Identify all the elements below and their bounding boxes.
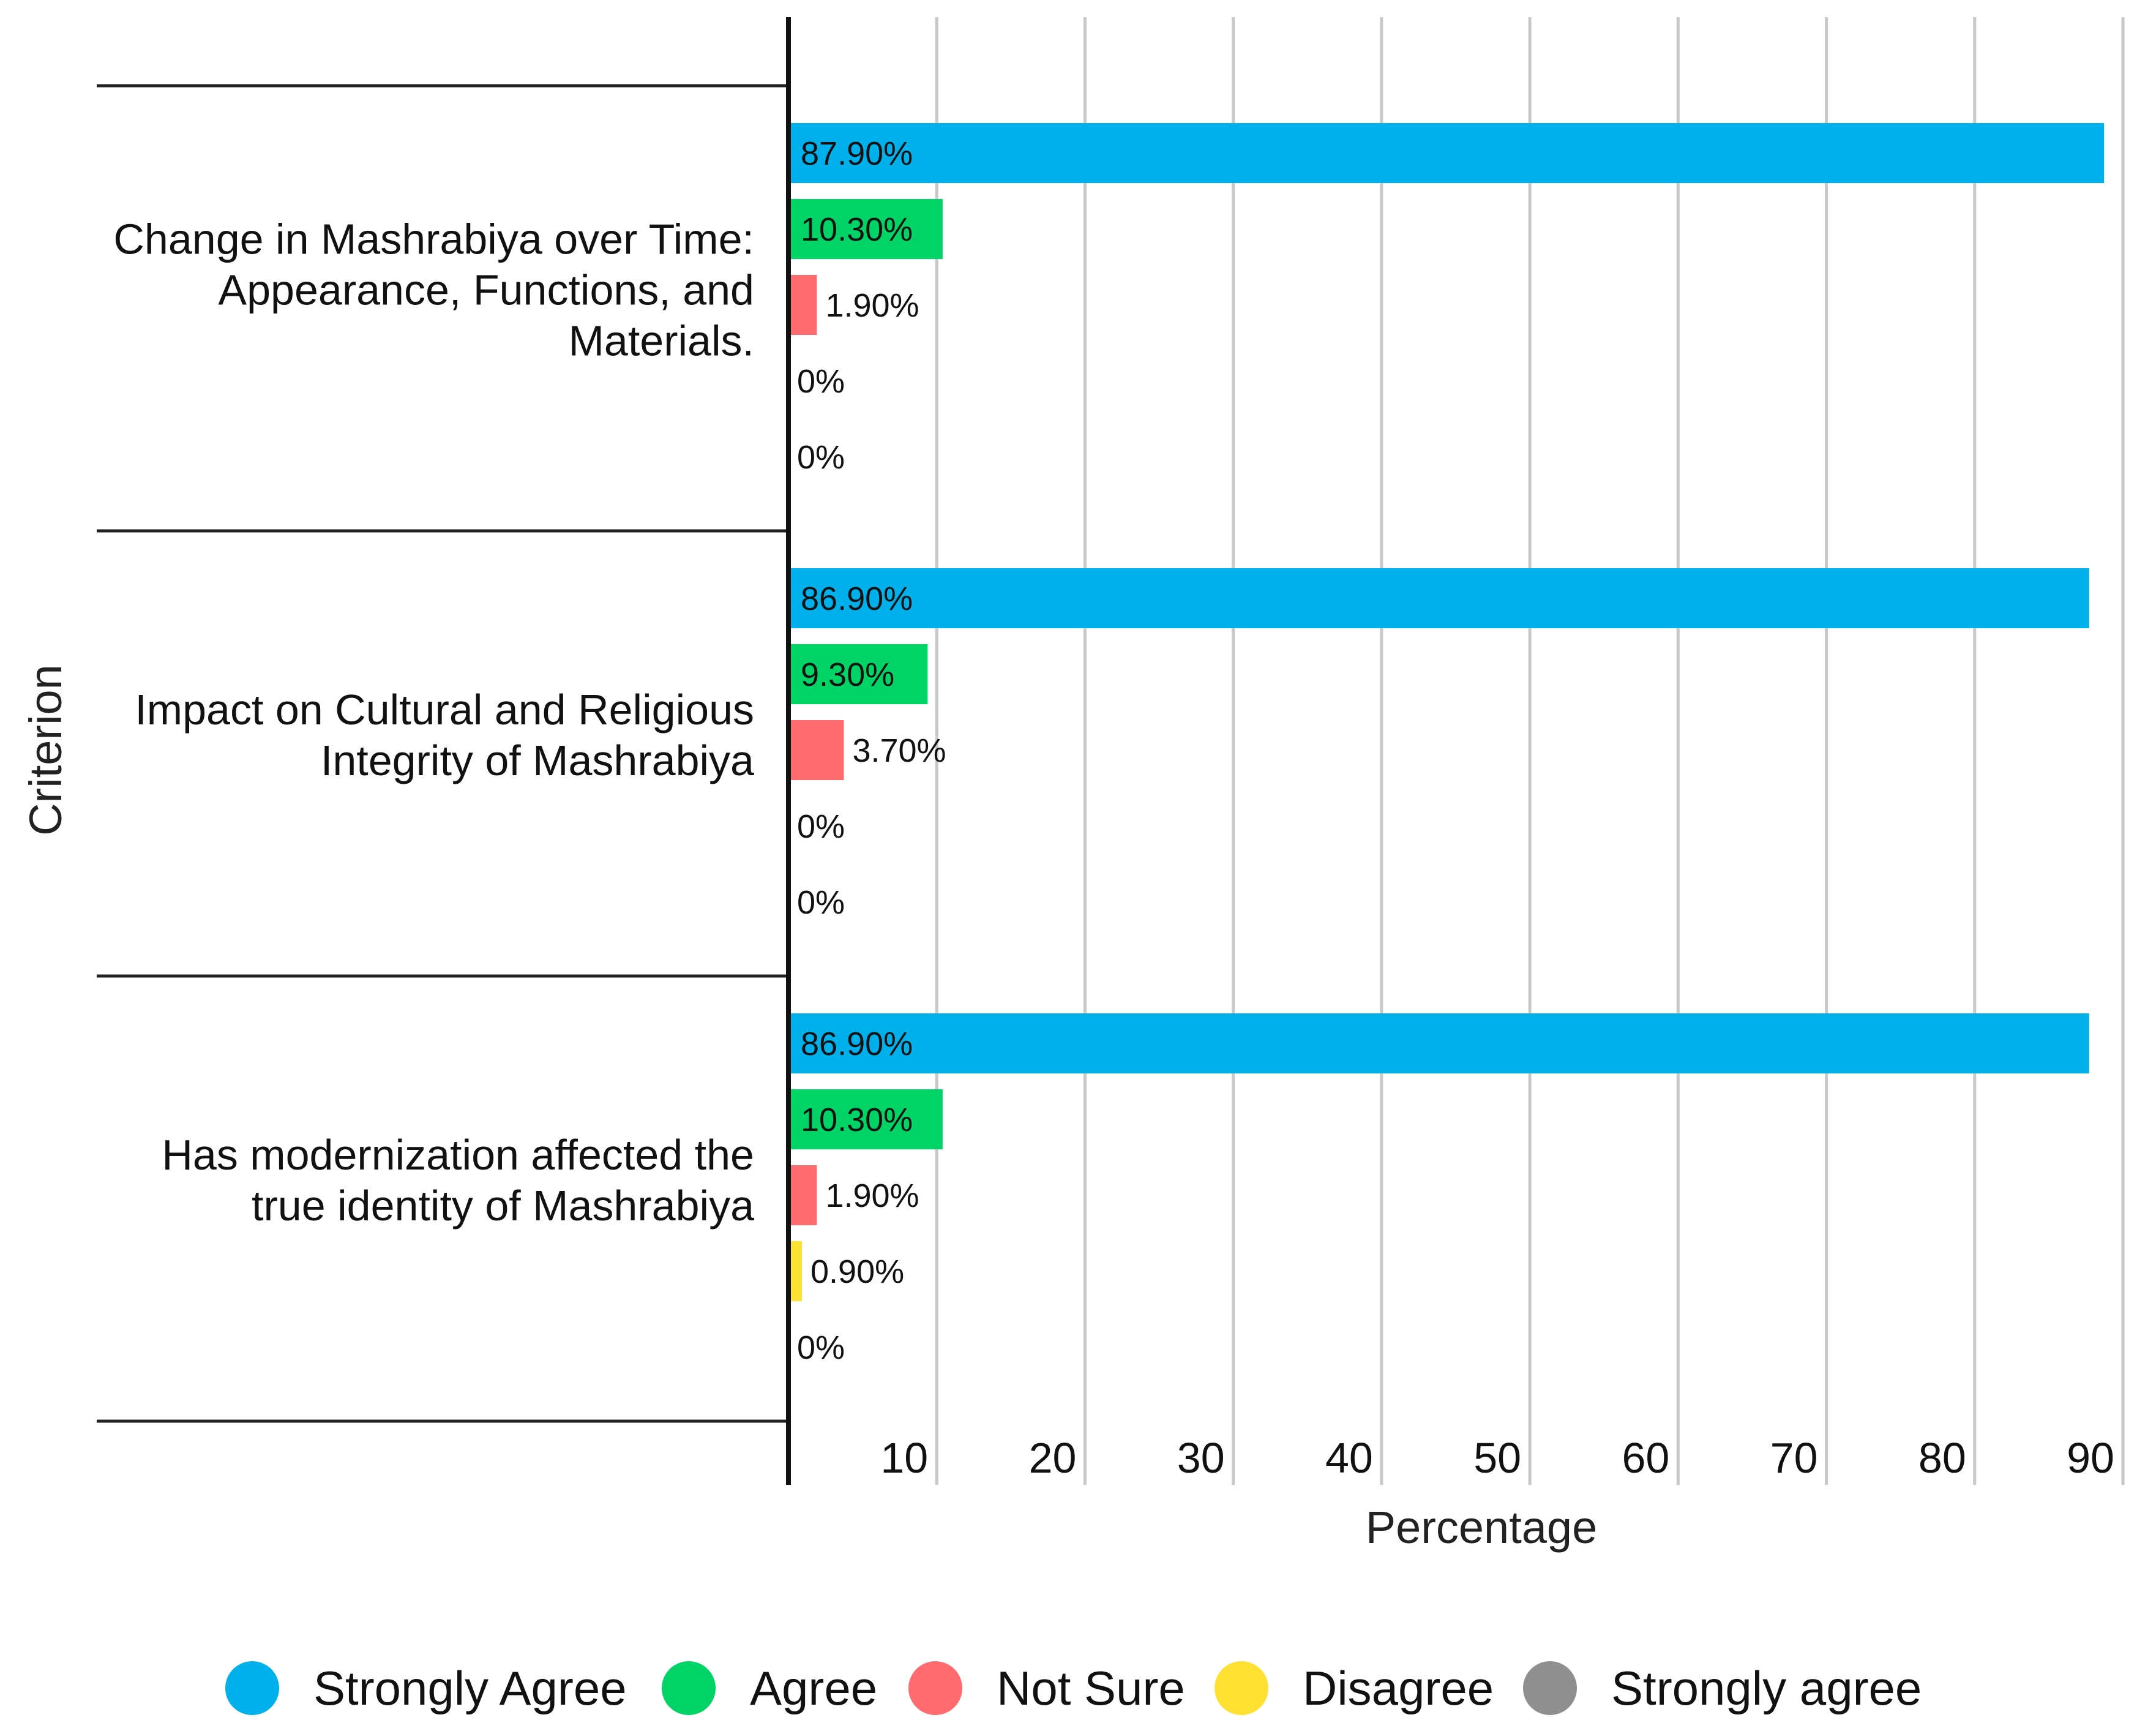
bar-strongly-agree-cat1 xyxy=(788,123,2105,183)
data-label-strongly-agree-cat3: 86.90% xyxy=(801,1026,913,1062)
data-label-not-sure-cat2: 3.70% xyxy=(852,732,946,769)
x-tick-label-80: 80 xyxy=(1918,1434,1966,1482)
category-label-3: Has modernization affected the true ident… xyxy=(162,1131,754,1230)
bar-not-sure-cat2 xyxy=(788,720,844,780)
x-tick-label-60: 60 xyxy=(1622,1434,1669,1482)
category-labels: Change in Mashrabiya over Time: Appearanc… xyxy=(113,216,754,1230)
x-tick-label-10: 10 xyxy=(880,1434,928,1482)
bar-strongly-agree-cat3 xyxy=(788,1013,2089,1073)
data-label-strongly-agree-cat1: 0% xyxy=(797,439,845,476)
data-label-strongly-agree-cat1: 87.90% xyxy=(801,135,913,172)
legend-label-strongly-agree: Strongly Agree xyxy=(313,1661,627,1715)
data-label-disagree-cat1: 0% xyxy=(797,363,845,400)
category-label-2: Impact on Cultural and Religious Integrit… xyxy=(135,686,754,784)
grid-lines xyxy=(935,17,2125,1485)
legend-label-agree: Agree xyxy=(750,1661,877,1715)
bar-strongly-agree-cat2 xyxy=(788,568,2089,628)
legend-label-disagree: Disagree xyxy=(1303,1661,1494,1715)
legend-marker-strongly-agree xyxy=(1523,1661,1577,1715)
data-label-strongly-agree-cat2: 86.90% xyxy=(801,580,913,617)
data-label-not-sure-cat1: 1.90% xyxy=(825,287,919,324)
x-tick-label-70: 70 xyxy=(1770,1434,1818,1482)
legend-label-not-sure: Not Sure xyxy=(997,1661,1185,1715)
bar-not-sure-cat3 xyxy=(788,1165,817,1225)
data-label-disagree-cat2: 0% xyxy=(797,808,845,845)
legend-marker-strongly-agree xyxy=(225,1661,279,1715)
x-axis-title: Percentage xyxy=(1366,1502,1598,1553)
category-label-1: Change in Mashrabiya over Time: Appearanc… xyxy=(113,216,754,365)
axes: 10 20 30 40 50 60 70 80 90 Percentage Criterion xyxy=(20,17,2114,1553)
bar-agree-cat1 xyxy=(788,199,943,259)
bar-not-sure-cat1 xyxy=(788,275,817,335)
x-tick-label-30: 30 xyxy=(1177,1434,1225,1482)
legend: Strongly Agree Agree Not Sure Disagree Stron… xyxy=(225,1661,1922,1715)
x-tick-label-50: 50 xyxy=(1473,1434,1521,1482)
bar-agree-cat2 xyxy=(788,644,928,704)
category-label-line: Materials. xyxy=(569,317,754,365)
data-label-not-sure-cat3: 1.90% xyxy=(825,1177,919,1214)
category-label-line: Impact on Cultural and Religious xyxy=(135,686,754,734)
category-label-line: Integrity of Mashrabiya xyxy=(321,737,754,784)
data-label-agree-cat2: 9.30% xyxy=(801,656,894,693)
category-label-line: Change in Mashrabiya over Time: xyxy=(113,216,754,263)
bar-disagree-cat3 xyxy=(788,1241,803,1301)
data-label-strongly-agree-cat3: 0% xyxy=(797,1329,845,1366)
category-label-line: Has modernization affected the xyxy=(162,1131,754,1179)
data-label-strongly-agree-cat2: 0% xyxy=(797,884,845,921)
y-axis-title: Criterion xyxy=(20,664,71,836)
x-tick-label-90: 90 xyxy=(2067,1434,2114,1482)
x-tick-label-20: 20 xyxy=(1029,1434,1077,1482)
data-label-disagree-cat3: 0.90% xyxy=(810,1253,904,1290)
legend-marker-agree xyxy=(662,1661,716,1715)
legend-marker-disagree xyxy=(1215,1661,1268,1715)
legend-label-strongly-agree: Strongly agree xyxy=(1611,1661,1922,1715)
category-separators xyxy=(97,84,788,1423)
data-label-agree-cat1: 10.30% xyxy=(801,211,913,248)
bar-agree-cat3 xyxy=(788,1089,943,1149)
legend-marker-not-sure xyxy=(908,1661,962,1715)
category-label-line: Appearance, Functions, and xyxy=(218,266,754,314)
x-tick-label-40: 40 xyxy=(1325,1434,1373,1482)
data-label-agree-cat3: 10.30% xyxy=(801,1102,913,1138)
bars: 87.90% 10.30% 1.90% 0% 0% 86.90% 9.30% 3.70% 0% 0… xyxy=(788,123,2105,1366)
category-label-line: true identity of Mashrabiya xyxy=(252,1182,754,1230)
